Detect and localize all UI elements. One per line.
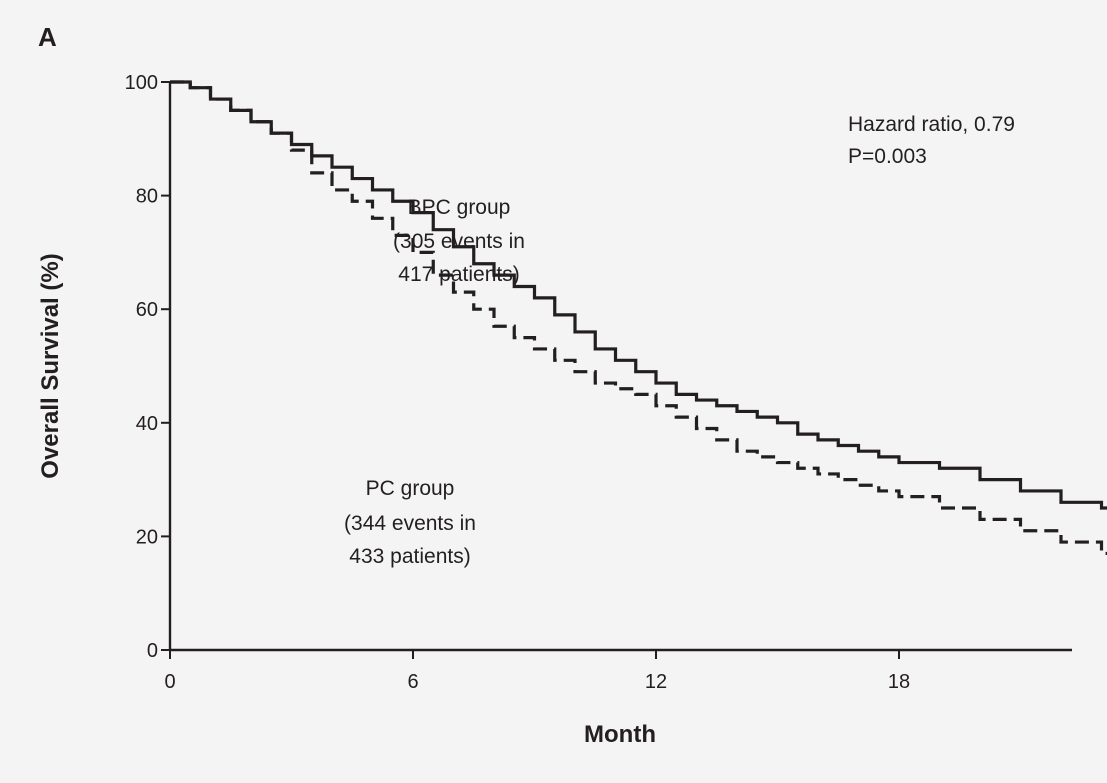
bpc-label-line3: 417 patients) (398, 263, 519, 286)
x-tick-label: 18 (888, 671, 910, 693)
pc-group-curve (170, 80, 1107, 556)
p-value-text: P=0.003 (848, 145, 927, 168)
x-tick-label: 0 (164, 671, 175, 693)
curves (170, 80, 1107, 556)
bpc-label-line2: (305 events in (393, 230, 525, 253)
hazard-ratio-text: Hazard ratio, 0.79 (848, 113, 1015, 136)
y-tick-label: 80 (136, 186, 158, 208)
y-ticks: 0 20 40 60 80 100 (125, 72, 170, 662)
pc-label-line1: PC group (366, 477, 455, 500)
x-ticks: 06121824303642 (164, 650, 910, 693)
panel-label: A (38, 22, 57, 52)
x-tick-label: 6 (407, 671, 418, 693)
y-tick-label: 100 (125, 72, 158, 94)
y-axis-title: Overall Survival (%) (37, 253, 64, 478)
x-axis-title: Month (584, 721, 656, 748)
bpc-group-curve (170, 80, 1107, 510)
y-tick-label: 0 (147, 640, 158, 662)
y-tick-label: 40 (136, 413, 158, 435)
x-tick-label: 12 (645, 671, 667, 693)
pc-label-line2: (344 events in (344, 512, 476, 535)
y-tick-label: 20 (136, 526, 158, 548)
pc-label-line3: 433 patients) (349, 545, 470, 568)
y-tick-label: 60 (136, 299, 158, 321)
bpc-label-line1: BPC group (408, 196, 511, 219)
